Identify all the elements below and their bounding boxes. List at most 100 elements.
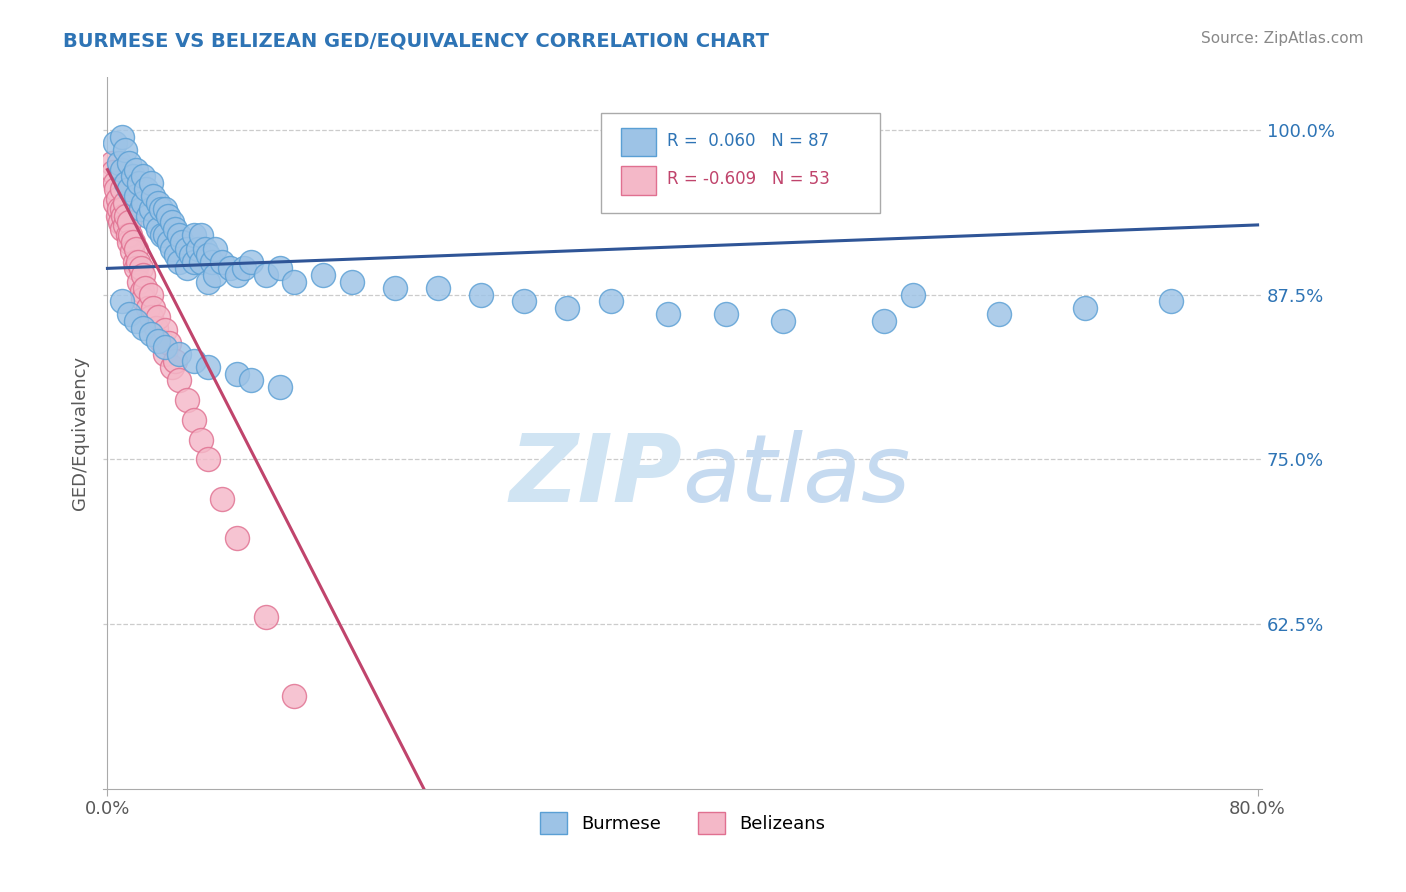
Point <box>135 182 157 196</box>
Point <box>125 162 148 177</box>
Point <box>157 235 180 249</box>
Point <box>122 235 145 249</box>
Point <box>254 610 277 624</box>
Point <box>108 156 131 170</box>
Point <box>149 334 172 348</box>
Point <box>139 176 162 190</box>
Point <box>169 254 191 268</box>
Point <box>163 353 186 368</box>
Point <box>183 254 205 268</box>
Point <box>183 228 205 243</box>
Point <box>180 248 202 262</box>
Point <box>146 222 169 236</box>
Point <box>125 261 148 276</box>
Point <box>153 347 176 361</box>
Point <box>132 169 155 184</box>
Point <box>283 275 305 289</box>
Point <box>112 209 135 223</box>
Point <box>218 261 240 276</box>
Point <box>176 261 198 276</box>
Point <box>114 143 136 157</box>
Point <box>132 195 155 210</box>
Point <box>114 195 136 210</box>
Point <box>772 314 794 328</box>
Point <box>118 215 141 229</box>
Point <box>163 222 186 236</box>
Point <box>115 176 138 190</box>
Point <box>150 228 173 243</box>
Point <box>211 254 233 268</box>
Point <box>108 202 131 216</box>
Point <box>183 413 205 427</box>
Point <box>187 242 209 256</box>
Point <box>139 287 162 301</box>
Point <box>240 373 263 387</box>
Point <box>987 308 1010 322</box>
Point <box>169 347 191 361</box>
Point <box>142 301 165 315</box>
Point <box>146 334 169 348</box>
Text: Source: ZipAtlas.com: Source: ZipAtlas.com <box>1201 31 1364 46</box>
Point <box>111 202 134 216</box>
Point <box>714 308 737 322</box>
Bar <box>621 166 655 194</box>
Point <box>125 242 148 256</box>
Point <box>145 320 167 334</box>
Point <box>427 281 450 295</box>
Text: ZIP: ZIP <box>509 430 682 522</box>
Point <box>470 287 492 301</box>
Point <box>254 268 277 282</box>
Point <box>204 242 226 256</box>
Point <box>211 491 233 506</box>
Point <box>153 340 176 354</box>
Point <box>139 327 162 342</box>
Point <box>134 281 156 295</box>
Point <box>190 433 212 447</box>
Point <box>115 209 138 223</box>
Point <box>873 314 896 328</box>
Point <box>107 209 129 223</box>
Point <box>657 308 679 322</box>
Point <box>153 202 176 216</box>
Point <box>132 320 155 334</box>
Point <box>128 275 150 289</box>
Point <box>240 254 263 268</box>
Text: R = -0.609   N = 53: R = -0.609 N = 53 <box>668 170 831 188</box>
Point <box>129 261 152 276</box>
Point <box>104 176 127 190</box>
Point <box>128 176 150 190</box>
Point <box>384 281 406 295</box>
Point <box>118 156 141 170</box>
Point <box>190 254 212 268</box>
Point <box>111 222 134 236</box>
Point <box>103 165 125 179</box>
Point <box>176 242 198 256</box>
Point <box>139 310 162 324</box>
Point <box>111 294 134 309</box>
Legend: Burmese, Belizeans: Burmese, Belizeans <box>531 804 834 844</box>
Point <box>312 268 335 282</box>
Point <box>183 353 205 368</box>
Point <box>124 254 146 268</box>
Point <box>127 254 149 268</box>
Text: BURMESE VS BELIZEAN GED/EQUIVALENCY CORRELATION CHART: BURMESE VS BELIZEAN GED/EQUIVALENCY CORR… <box>63 31 769 50</box>
Point <box>111 129 134 144</box>
Point <box>513 294 536 309</box>
Point <box>233 261 256 276</box>
Point <box>599 294 621 309</box>
Point <box>117 228 139 243</box>
Point <box>1160 294 1182 309</box>
Point <box>132 268 155 282</box>
Point <box>118 182 141 196</box>
Bar <box>621 128 655 156</box>
Point <box>340 275 363 289</box>
Text: R =  0.060   N = 87: R = 0.060 N = 87 <box>668 132 830 150</box>
Point <box>160 215 183 229</box>
Point <box>122 169 145 184</box>
Point <box>100 156 122 170</box>
Point <box>114 218 136 232</box>
Point <box>120 228 142 243</box>
Point <box>125 314 148 328</box>
Point <box>176 393 198 408</box>
Point <box>131 284 153 298</box>
